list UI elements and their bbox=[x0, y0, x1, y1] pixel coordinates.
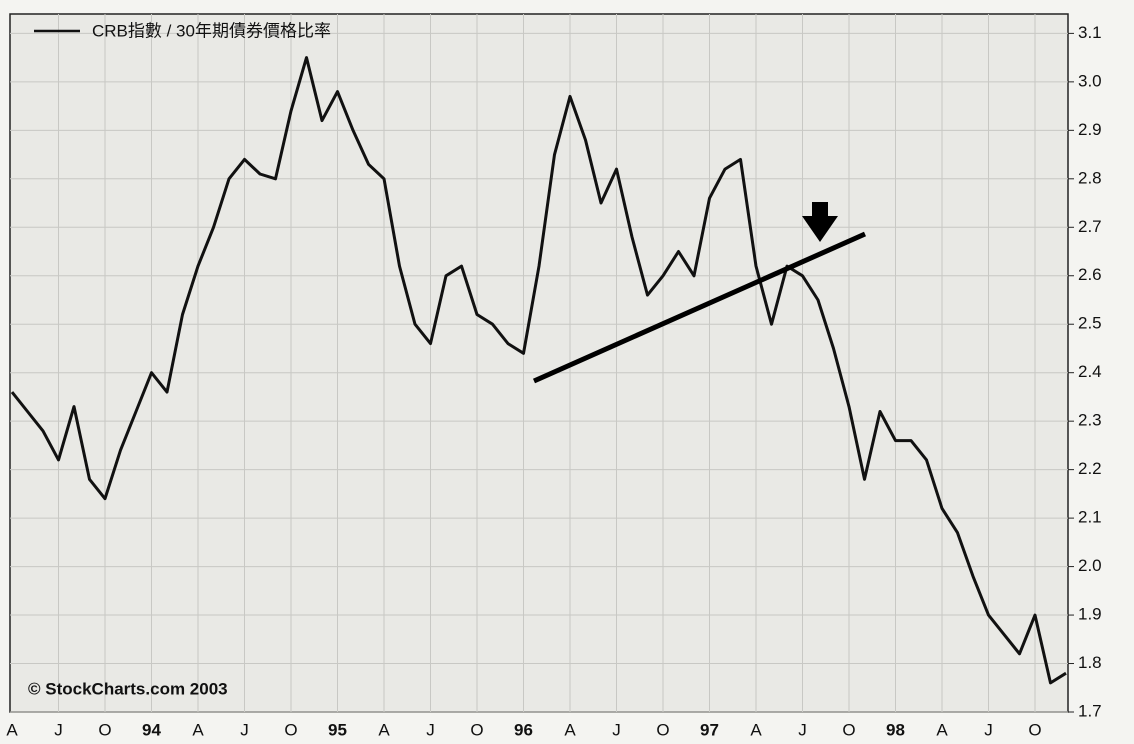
x-tick-label: J bbox=[612, 720, 621, 739]
plot-area bbox=[9, 13, 1069, 713]
y-tick-label: 2.3 bbox=[1078, 411, 1102, 430]
y-tick-label: 2.0 bbox=[1078, 556, 1102, 575]
y-tick-label: 2.5 bbox=[1078, 314, 1102, 333]
y-tick-label: 3.1 bbox=[1078, 23, 1102, 42]
x-tick-label: 96 bbox=[514, 720, 533, 739]
x-tick-label: J bbox=[984, 720, 993, 739]
y-tick-label: 2.6 bbox=[1078, 265, 1102, 284]
x-tick-label: J bbox=[240, 720, 249, 739]
y-tick-label: 1.9 bbox=[1078, 605, 1102, 624]
x-tick-label: 94 bbox=[142, 720, 161, 739]
arrow bbox=[802, 202, 838, 242]
x-tick-label: 97 bbox=[700, 720, 719, 739]
x-tick-label: O bbox=[1028, 720, 1041, 739]
y-tick-label: 2.8 bbox=[1078, 168, 1102, 187]
x-tick-label: A bbox=[750, 720, 762, 739]
x-tick-label: J bbox=[798, 720, 807, 739]
x-tick-label: O bbox=[842, 720, 855, 739]
y-tick-label: 2.1 bbox=[1078, 508, 1102, 527]
x-tick-label: O bbox=[470, 720, 483, 739]
grid bbox=[10, 14, 1068, 713]
x-tick-label: O bbox=[98, 720, 111, 739]
x-tick-label: J bbox=[426, 720, 435, 739]
trend-line bbox=[532, 231, 867, 384]
y-tick-label: 3.0 bbox=[1078, 71, 1102, 90]
x-tick-label: 98 bbox=[886, 720, 905, 739]
legend-label: CRB指數 / 30年期債券價格比率 bbox=[92, 21, 331, 40]
y-tick-label: 1.7 bbox=[1078, 701, 1102, 720]
y-tick-label: 2.4 bbox=[1078, 362, 1102, 381]
copyright: © StockCharts.com 2003 bbox=[28, 679, 228, 698]
y-tick-label: 2.7 bbox=[1078, 217, 1102, 236]
data-line bbox=[10, 56, 1067, 685]
y-tick-label: 2.9 bbox=[1078, 120, 1102, 139]
x-tick-label: A bbox=[564, 720, 576, 739]
x-tick-label: J bbox=[54, 720, 63, 739]
x-tick-label: 95 bbox=[328, 720, 347, 739]
x-tick-label: A bbox=[936, 720, 948, 739]
marks bbox=[10, 56, 1067, 685]
x-tick-label: A bbox=[378, 720, 390, 739]
x-tick-label: A bbox=[192, 720, 204, 739]
y-tick-label: 1.8 bbox=[1078, 653, 1102, 672]
x-tick-label: O bbox=[656, 720, 669, 739]
x-tick-label: A bbox=[6, 720, 18, 739]
x-tick-label: O bbox=[284, 720, 297, 739]
y-tick-label: 2.2 bbox=[1078, 459, 1102, 478]
